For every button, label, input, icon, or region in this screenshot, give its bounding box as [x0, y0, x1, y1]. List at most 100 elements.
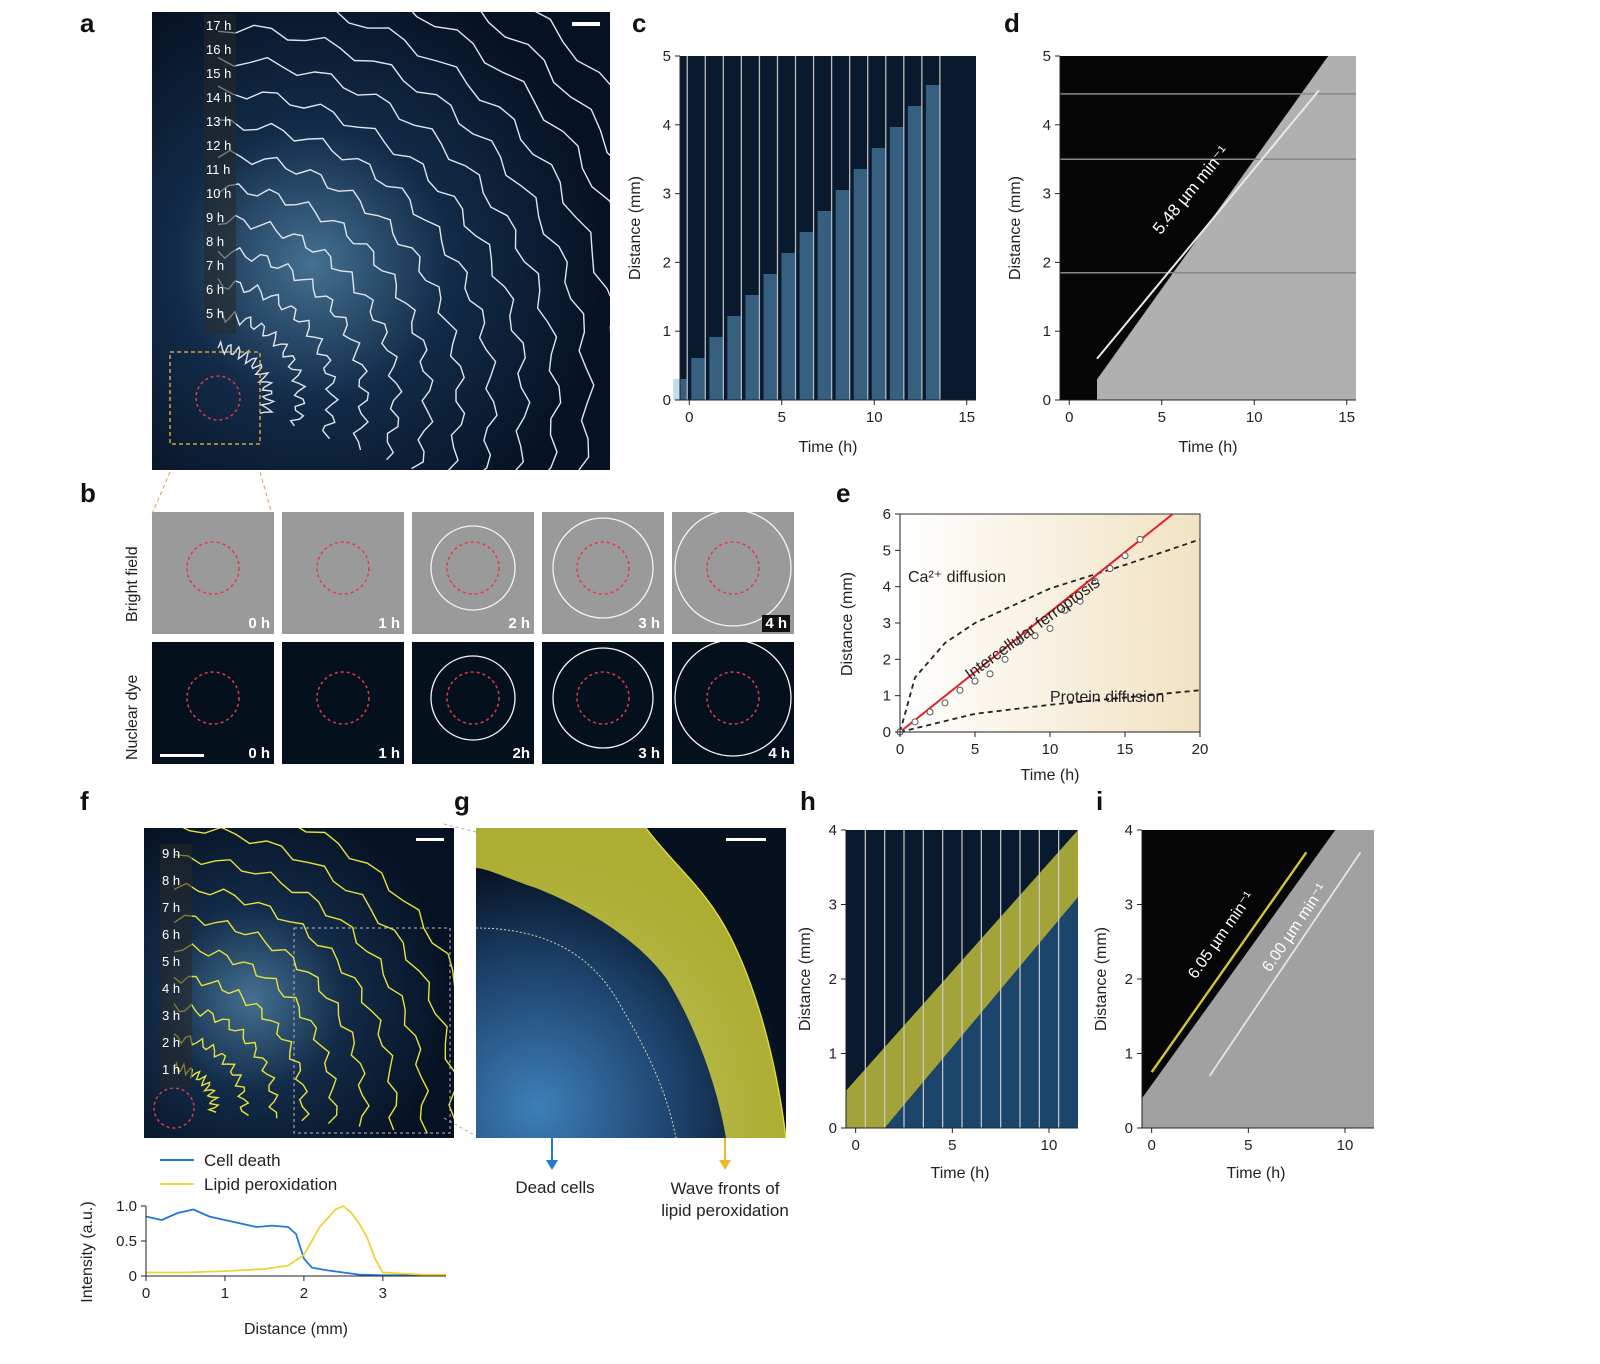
legend-lipid-label: Lipid peroxidation — [204, 1175, 337, 1194]
panel-f-xtick-3: 3 — [379, 1285, 387, 1302]
panel-e-ytick-3: 3 — [883, 615, 891, 632]
b-row1-tile: 3 h — [542, 512, 664, 634]
panel-f-profile-chart: 0 1 2 3 0 0.5 1.0 Intensity (a.u.) Distance (m… — [79, 1198, 446, 1338]
panel-i-ylabel: Distance (mm) — [1093, 927, 1110, 1031]
panel-c-dead-strip — [835, 190, 850, 400]
panel-a-contour — [217, 183, 434, 470]
panel-e-data-point — [1031, 632, 1039, 640]
panel-a-contours — [169, 12, 610, 470]
panel-a-hour-label: 10 h — [206, 186, 232, 201]
panel-h-ylabel: Distance (mm) — [797, 927, 814, 1031]
panel-e-xtick-0: 0 — [896, 741, 904, 758]
b-row2-time-label: 1 h — [378, 745, 400, 762]
b-row2-tile: 1 h — [282, 642, 404, 764]
panel-a-contour — [217, 278, 340, 440]
panel-e-ytick-1: 1 — [883, 688, 891, 705]
panel-f-contours — [153, 828, 454, 1134]
panel-b-letter: b — [80, 478, 96, 508]
panel-a-contour — [217, 24, 595, 470]
panel-c-dead-strip — [799, 232, 814, 400]
panel-c-letter: c — [632, 8, 647, 38]
panel-c-xlabel: Time (h) — [799, 439, 858, 456]
panel-f-contour — [298, 828, 454, 988]
panel-d-xlabel: Time (h) — [1179, 439, 1238, 456]
panel-a-hour-label: 7 h — [206, 258, 225, 273]
panel-a-contour — [217, 119, 498, 470]
panel-f-contour — [173, 914, 370, 1127]
panel-e-ytick-2: 2 — [883, 651, 891, 668]
panel-e-protein-label: Protein diffusion — [1050, 689, 1164, 706]
panel-h-ytick-4: 4 — [829, 822, 837, 839]
b-row2-time-label: 3 h — [638, 745, 660, 762]
b-row2-time-label: 0 h — [248, 745, 270, 762]
panel-e-ytick-4: 4 — [883, 579, 891, 596]
panel-e-data-point — [911, 718, 919, 726]
panel-f-contour — [173, 943, 338, 1124]
b-row2-tile: 2h — [412, 642, 534, 764]
panel-e-data-point — [1046, 624, 1054, 632]
panel-c-dead-strip — [907, 106, 922, 400]
panel-e-letter: e — [836, 478, 851, 508]
panel-a-image: 17 h 16 h 15 h 14 h 13 h 12 h 11 h 10 h 9 h 8 h 7 … — [152, 12, 610, 470]
panel-f-hour-label: 6 h — [162, 927, 181, 942]
panel-c-ytick-5: 5 — [663, 48, 671, 65]
panel-i-ytick-1: 1 — [1125, 1046, 1133, 1063]
panel-d-ytick-3: 3 — [1043, 186, 1051, 203]
panel-h-xtick-2: 10 — [1041, 1137, 1058, 1154]
panel-a-hour-label: 17 h — [206, 18, 232, 33]
panel-f-hour-label: 3 h — [162, 1008, 181, 1023]
panel-a-hour-label: 6 h — [206, 282, 225, 297]
panel-a-hour-label: 8 h — [206, 234, 225, 249]
panel-c-dead-strip — [709, 337, 724, 400]
panel-d-ytick-4: 4 — [1043, 117, 1051, 134]
panel-c-ytick-3: 3 — [663, 186, 671, 203]
panel-h-ytick-0: 0 — [829, 1120, 837, 1137]
panel-g-dead-label: Dead cells — [515, 1178, 595, 1197]
panel-f-ylabel: Intensity (a.u.) — [79, 1201, 96, 1302]
b-row2-time-label: 2h — [512, 745, 530, 762]
panel-e-ytick-5: 5 — [883, 542, 891, 559]
panel-c-dead-strip — [853, 169, 868, 400]
panel-c-dead-strip — [727, 316, 742, 400]
panel-e-data-point — [1136, 535, 1144, 543]
panel-f-origin-circle — [153, 1087, 195, 1129]
panel-a-contour — [217, 85, 531, 470]
panel-a-hour-label: 15 h — [206, 66, 232, 81]
panel-d-xtick-2: 10 — [1246, 409, 1263, 426]
panel-i-wave-region — [1142, 830, 1374, 1128]
panel-g-wave-label-1: Wave fronts of — [670, 1179, 780, 1198]
panel-d-ytick-2: 2 — [1043, 254, 1051, 271]
panel-c-dead-strip — [817, 211, 832, 400]
panel-c-ytick-2: 2 — [663, 254, 671, 271]
panel-c-xtick-1: 5 — [778, 409, 786, 426]
panel-e-ca-label: Ca²⁺ diffusion — [908, 569, 1006, 586]
panel-i-xtick-1: 5 — [1244, 1137, 1252, 1154]
panel-i-letter: i — [1096, 786, 1104, 816]
panel-a-hour-label: 12 h — [206, 138, 232, 153]
b-row1-tile: 0 h — [152, 512, 274, 634]
b-row2-tile: 0 h — [152, 642, 274, 764]
panel-c-dead-strip — [871, 148, 886, 400]
panel-f-hour-label: 8 h — [162, 873, 181, 888]
panel-f-hour-label: 9 h — [162, 846, 181, 861]
panel-f-hour-label: 5 h — [162, 954, 181, 969]
panel-g-lipid-band — [476, 828, 786, 1138]
panel-f-contour — [173, 854, 430, 1134]
panel-c-dead-strip — [781, 253, 796, 400]
panel-e-ytick-6: 6 — [883, 506, 891, 523]
panel-a-contour — [411, 12, 610, 204]
panel-e-data-point — [1106, 565, 1114, 572]
panel-f-xtick-0: 0 — [142, 1285, 150, 1302]
panel-h-ytick-2: 2 — [829, 971, 837, 988]
b-row1-time-label: 1 h — [378, 615, 400, 632]
panel-i-white-fit — [1208, 851, 1362, 1077]
panel-c-ytick-1: 1 — [663, 323, 671, 340]
panel-f-hour-label: 7 h — [162, 900, 181, 915]
panel-h-letter: h — [800, 786, 816, 816]
panel-d-xtick-0: 0 — [1065, 409, 1073, 426]
panel-b-scale-bar — [160, 754, 204, 757]
panel-f-ytick-1: 0.5 — [116, 1233, 137, 1250]
